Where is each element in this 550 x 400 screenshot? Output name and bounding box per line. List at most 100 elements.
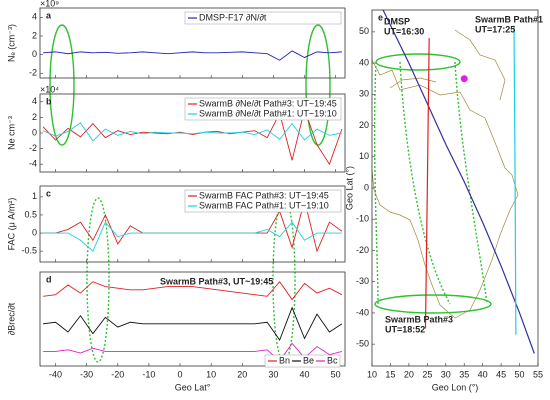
x-tick-label: 45 [496, 369, 506, 379]
highlight-track [399, 61, 451, 305]
series-line [43, 280, 343, 301]
x-tick-label: 30 [441, 369, 451, 379]
y-axis-label: Geo Lat (°) [344, 166, 354, 210]
y-axis-label: Ne cm⁻³ [6, 116, 16, 150]
x-tick-label: 0 [178, 369, 183, 379]
x-tick-label: 10 [206, 369, 216, 379]
panel-label: c [46, 188, 51, 198]
plot-frame [39, 271, 346, 367]
y-tick-label: 1 [32, 191, 37, 201]
series-line [424, 38, 430, 329]
y-tick-label: -10 [356, 214, 369, 224]
highlight-ellipse [86, 197, 110, 363]
panel-label: a [46, 10, 52, 20]
series-line [513, 25, 517, 335]
x-tick-label: 40 [478, 369, 488, 379]
x-tick-label: -20 [111, 369, 124, 379]
y-axis-label: FAC (μ A/m²) [6, 198, 16, 251]
y-tick-label: 0 [364, 182, 369, 192]
series-line [43, 342, 343, 362]
x-tick-label: -10 [142, 369, 155, 379]
y-tick-label: 0 [32, 127, 37, 137]
y-axis-label: ∂Brec/∂t [6, 302, 16, 335]
y-tick-label: 0.5 [24, 209, 37, 219]
legend-label: Bc [327, 355, 338, 365]
annotation: SwarmB Path#1 [475, 14, 543, 24]
annotation: DMSP [384, 16, 410, 26]
y-tick-label: 2 [32, 112, 37, 122]
x-tick-label: 50 [515, 369, 525, 379]
x-tick-label: 20 [237, 369, 247, 379]
panel-label: b [46, 96, 52, 106]
series-line [43, 50, 342, 61]
highlight-ellipse [305, 24, 331, 146]
series-line [43, 306, 343, 342]
x-tick-label: -40 [49, 369, 62, 379]
y-tick-label: 2 [32, 30, 37, 40]
series-line [43, 221, 342, 252]
plot-frame [39, 7, 346, 79]
annotation: UT=16:30 [384, 26, 424, 36]
legend-label: DMSP-F17 ∂N/∂t [199, 12, 267, 22]
y-tick-label: -30 [356, 276, 369, 286]
highlight-ellipse [375, 53, 461, 71]
point [460, 75, 468, 83]
highlight-track [373, 61, 379, 305]
series-line [42, 108, 343, 166]
legend-box [184, 11, 342, 25]
y-tick-label: -50 [356, 339, 369, 349]
series-line [382, 9, 535, 354]
y-axis-label: Nₑ (cm⁻³) [6, 24, 16, 62]
legend-label: Bn [279, 355, 290, 365]
plot-frame [39, 185, 346, 263]
highlight-ellipse [374, 294, 492, 314]
legend-label: SwarmB FAC Path#1: UT~19:10 [199, 200, 329, 210]
y-tick-label: 0 [32, 227, 37, 237]
highlight-track [454, 61, 488, 305]
y-tick-label: 30 [359, 89, 369, 99]
panel-title: SwarmB Path#3, UT~19:45 [160, 276, 273, 286]
y-tick-label: 0 [32, 49, 37, 59]
x-tick-label: 15 [385, 369, 395, 379]
x-tick-label: 30 [268, 369, 278, 379]
legend-box [184, 189, 342, 213]
series-line [42, 122, 342, 142]
legend-label: SwarmB FAC Path#3: UT~19:45 [199, 190, 329, 200]
annotation: UT=18:52 [385, 324, 425, 334]
y-tick-label: -20 [356, 245, 369, 255]
y-tick-label: -4 [29, 159, 37, 169]
y-tick-label: -2 [29, 68, 37, 78]
x-tick-label: 20 [404, 369, 414, 379]
y-tick-label: 4 [32, 96, 37, 106]
x-tick-label: 10 [367, 369, 377, 379]
x-tick-label: 55 [533, 369, 543, 379]
x-tick-label: 40 [300, 369, 310, 379]
panel-label: d [46, 274, 52, 284]
coastline [389, 77, 437, 89]
y-tick-label: 4 [32, 12, 37, 22]
y-tick-label: 50 [359, 26, 369, 36]
x-axis-label: Geo Lon (°) [432, 382, 479, 392]
y-tick-label: -0.5 [21, 246, 37, 256]
x-tick-label: 35 [459, 369, 469, 379]
legend-label: SwarmB ∂Ne/∂t Path#1: UT~19:10 [199, 108, 337, 118]
x-tick-label: 25 [422, 369, 432, 379]
y-tick-label: 40 [359, 57, 369, 67]
y-tick-label: -2 [29, 143, 37, 153]
legend-box [184, 97, 342, 121]
x-tick-label: 50 [331, 369, 341, 379]
annotation: SwarmB Path#3 [385, 314, 453, 324]
x-axis-label: Geo Lat° [175, 382, 211, 392]
legend-label: Be [303, 355, 314, 365]
annotation: UT=17:25 [475, 24, 515, 34]
y-multiplier: ×10⁹ [40, 0, 59, 8]
coastline [371, 59, 519, 319]
y-tick-label: -40 [356, 307, 369, 317]
x-tick-label: -30 [80, 369, 93, 379]
coastline [454, 29, 506, 101]
legend-box [264, 354, 341, 368]
y-multiplier: ×10⁴ [40, 84, 59, 94]
highlight-ellipse [49, 24, 75, 146]
legend-label: SwarmB ∂Ne/∂t Path#3: UT~19:45 [199, 98, 337, 108]
